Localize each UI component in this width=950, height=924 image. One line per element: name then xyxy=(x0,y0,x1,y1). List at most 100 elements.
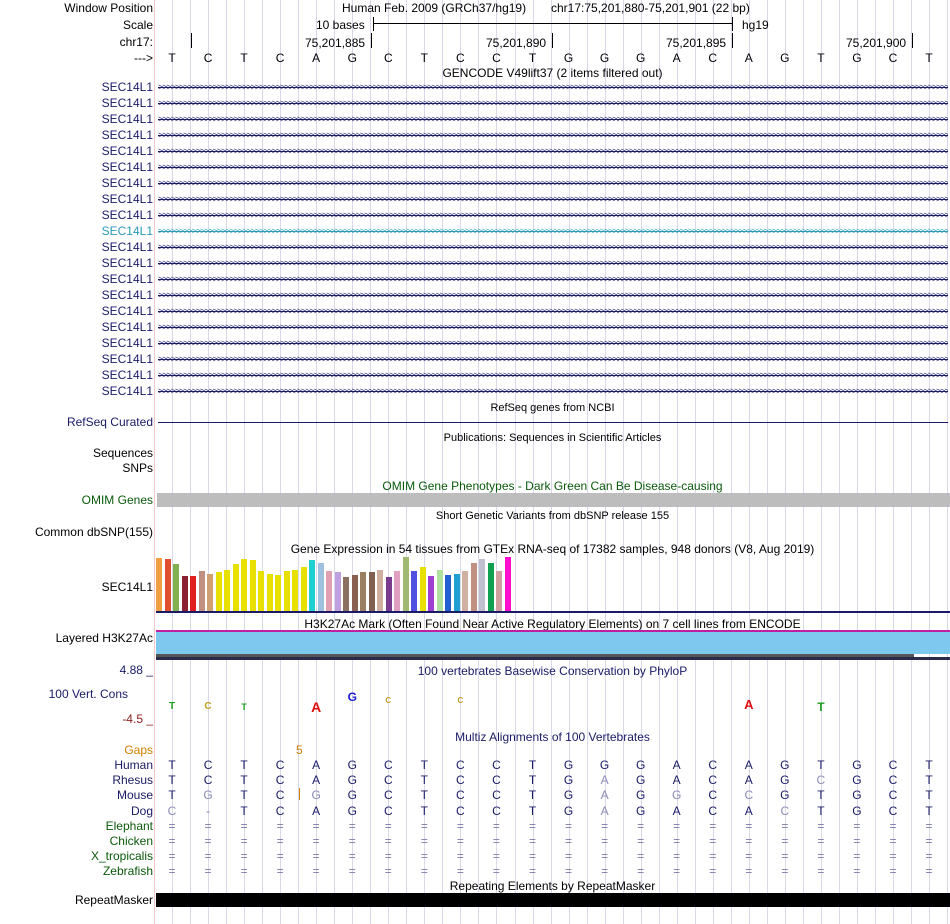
gencode-item-label[interactable]: SEC14L1 xyxy=(101,128,153,142)
gencode-item-label[interactable]: SEC14L1 xyxy=(101,336,153,350)
gtex-tissue-bar[interactable] xyxy=(300,567,307,611)
repeatmasker-feature[interactable] xyxy=(156,893,950,907)
multiz-species-label[interactable]: Dog xyxy=(130,803,153,818)
gtex-tissue-bar[interactable] xyxy=(334,572,341,611)
gencode-transcript[interactable]: >>>>>>>>>>>>>>>>>>>>>>>>>>>>>>>>>>>>>>>>… xyxy=(158,322,948,332)
gtex-tissue-bar[interactable] xyxy=(377,570,383,611)
pubs-snps-label[interactable]: SNPs xyxy=(122,461,153,475)
multiz-species-label[interactable]: Chicken xyxy=(109,834,153,848)
gtex-tissue-bar[interactable] xyxy=(275,575,281,611)
gencode-transcript[interactable]: >>>>>>>>>>>>>>>>>>>>>>>>>>>>>>>>>>>>>>>>… xyxy=(158,258,948,268)
gencode-item-label[interactable]: SEC14L1 xyxy=(101,240,153,254)
multiz-species-label[interactable]: Human xyxy=(114,758,153,772)
gencode-item-label[interactable]: SEC14L1 xyxy=(101,288,153,302)
gencode-transcript[interactable]: >>>>>>>>>>>>>>>>>>>>>>>>>>>>>>>>>>>>>>>>… xyxy=(158,98,948,108)
gtex-tissue-bar[interactable] xyxy=(453,574,460,611)
gtex-tissue-bar[interactable] xyxy=(317,563,324,611)
h3k27ac-label[interactable]: Layered H3K27Ac xyxy=(55,631,153,645)
gtex-tissue-bar[interactable] xyxy=(181,576,188,611)
gencode-item-label[interactable]: SEC14L1 xyxy=(101,320,153,334)
multiz-species-label[interactable]: X_tropicalis xyxy=(90,849,153,864)
multiz-species-label[interactable]: Mouse xyxy=(116,788,153,803)
gencode-item-label[interactable]: SEC14L1 xyxy=(101,224,153,238)
gtex-tissue-bar[interactable] xyxy=(309,560,315,611)
gencode-item-label[interactable]: SEC14L1 xyxy=(101,176,153,190)
gtex-tissue-bar[interactable] xyxy=(385,577,392,611)
gtex-label[interactable]: SEC14L1 xyxy=(101,580,153,594)
gtex-tissue-bar[interactable] xyxy=(266,574,273,611)
gencode-item-label[interactable]: SEC14L1 xyxy=(101,384,153,398)
gencode-item-label[interactable]: SEC14L1 xyxy=(101,96,153,110)
gtex-tissue-bar[interactable] xyxy=(283,571,290,611)
gtex-tissue-bar[interactable] xyxy=(232,564,239,611)
gtex-tissue-bar[interactable] xyxy=(487,563,494,611)
gencode-item-label[interactable]: SEC14L1 xyxy=(101,144,153,158)
gencode-transcript[interactable]: >>>>>>>>>>>>>>>>>>>>>>>>>>>>>>>>>>>>>>>>… xyxy=(158,146,948,156)
gtex-tissue-bar[interactable] xyxy=(326,571,332,611)
phylop-label[interactable]: 100 Vert. Cons xyxy=(48,687,128,701)
gtex-tissue-bar[interactable] xyxy=(156,558,162,611)
gtex-tissue-bar[interactable] xyxy=(368,572,375,611)
gtex-tissue-bar[interactable] xyxy=(215,572,222,611)
gencode-item-label[interactable]: SEC14L1 xyxy=(101,208,153,222)
gencode-transcript[interactable]: >>>>>>>>>>>>>>>>>>>>>>>>>>>>>>>>>>>>>>>>… xyxy=(158,386,948,396)
gtex-tissue-bar[interactable] xyxy=(419,567,426,611)
gtex-tissue-bar[interactable] xyxy=(343,577,349,611)
gtex-tissue-bar[interactable] xyxy=(360,572,366,611)
pubs-sequences-label[interactable]: Sequences xyxy=(92,446,153,460)
repeatmasker-label[interactable]: RepeatMasker xyxy=(74,893,153,907)
gencode-transcript[interactable]: >>>>>>>>>>>>>>>>>>>>>>>>>>>>>>>>>>>>>>>>… xyxy=(158,82,948,92)
gencode-transcript[interactable]: >>>>>>>>>>>>>>>>>>>>>>>>>>>>>>>>>>>>>>>>… xyxy=(158,306,948,316)
gencode-transcript[interactable]: >>>>>>>>>>>>>>>>>>>>>>>>>>>>>>>>>>>>>>>>… xyxy=(158,354,948,364)
gtex-tissue-bar[interactable] xyxy=(479,559,485,611)
gtex-tissue-bar[interactable] xyxy=(164,559,171,611)
gencode-item-label[interactable]: SEC14L1 xyxy=(101,80,153,94)
gtex-tissue-bar[interactable] xyxy=(198,571,205,611)
gtex-tissue-bar[interactable] xyxy=(394,571,400,611)
gtex-tissue-bar[interactable] xyxy=(351,575,358,611)
gencode-item-label[interactable]: SEC14L1 xyxy=(101,112,153,126)
gtex-tissue-bar[interactable] xyxy=(207,574,213,611)
gencode-transcript[interactable]: >>>>>>>>>>>>>>>>>>>>>>>>>>>>>>>>>>>>>>>>… xyxy=(158,370,948,380)
gtex-tissue-bar[interactable] xyxy=(504,557,511,611)
h3k27ac-signal-blue[interactable] xyxy=(156,632,950,654)
gtex-tissue-bar[interactable] xyxy=(190,576,196,611)
gencode-transcript[interactable]: >>>>>>>>>>>>>>>>>>>>>>>>>>>>>>>>>>>>>>>>… xyxy=(158,162,948,172)
dbsnp-label[interactable]: Common dbSNP(155) xyxy=(34,525,153,539)
gtex-tissue-bar[interactable] xyxy=(241,559,247,611)
gtex-tissue-bar[interactable] xyxy=(470,563,477,611)
gencode-transcript[interactable]: >>>>>>>>>>>>>>>>>>>>>>>>>>>>>>>>>>>>>>>>… xyxy=(158,242,948,252)
refseq-gene-line[interactable] xyxy=(158,422,948,423)
gtex-tissue-bar[interactable] xyxy=(173,564,179,611)
multiz-species-label[interactable]: Rhesus xyxy=(112,773,153,788)
gtex-tissue-bar[interactable] xyxy=(258,571,264,611)
gencode-transcript[interactable]: >>>>>>>>>>>>>>>>>>>>>>>>>>>>>>>>>>>>>>>>… xyxy=(158,194,948,204)
gencode-transcript[interactable]: >>>>>>>>>>>>>>>>>>>>>>>>>>>>>>>>>>>>>>>>… xyxy=(158,226,948,236)
gtex-tissue-bar[interactable] xyxy=(224,570,230,611)
gencode-item-label[interactable]: SEC14L1 xyxy=(101,160,153,174)
position-text[interactable]: chr17:75,201,880-75,201,901 (22 bp) xyxy=(551,1,750,15)
omim-label[interactable]: OMIM Genes xyxy=(81,493,153,507)
gencode-item-label[interactable]: SEC14L1 xyxy=(101,272,153,286)
gencode-transcript[interactable]: >>>>>>>>>>>>>>>>>>>>>>>>>>>>>>>>>>>>>>>>… xyxy=(158,178,948,188)
gtex-tissue-bar[interactable] xyxy=(402,557,409,611)
gencode-item-label[interactable]: SEC14L1 xyxy=(101,256,153,270)
multiz-species-label[interactable]: Elephant xyxy=(105,818,153,833)
gencode-item-label[interactable]: SEC14L1 xyxy=(101,304,153,318)
omim-feature-bar[interactable] xyxy=(157,493,950,507)
gtex-tissue-bar[interactable] xyxy=(249,560,256,611)
gencode-transcript[interactable]: >>>>>>>>>>>>>>>>>>>>>>>>>>>>>>>>>>>>>>>>… xyxy=(158,290,948,300)
gencode-item-label[interactable]: SEC14L1 xyxy=(101,368,153,382)
gtex-tissue-bar[interactable] xyxy=(462,571,468,611)
multiz-species-label[interactable]: Zebrafish xyxy=(102,864,153,879)
gtex-tissue-bar[interactable] xyxy=(428,576,434,611)
gencode-transcript[interactable]: >>>>>>>>>>>>>>>>>>>>>>>>>>>>>>>>>>>>>>>>… xyxy=(158,210,948,220)
gencode-item-label[interactable]: SEC14L1 xyxy=(101,352,153,366)
gencode-item-label[interactable]: SEC14L1 xyxy=(101,192,153,206)
gtex-tissue-bar[interactable] xyxy=(292,570,298,611)
gencode-transcript[interactable]: >>>>>>>>>>>>>>>>>>>>>>>>>>>>>>>>>>>>>>>>… xyxy=(158,114,948,124)
gtex-tissue-bar[interactable] xyxy=(436,570,443,611)
gtex-tissue-bar[interactable] xyxy=(411,571,417,611)
gtex-tissue-bar[interactable] xyxy=(496,571,502,611)
gencode-transcript[interactable]: >>>>>>>>>>>>>>>>>>>>>>>>>>>>>>>>>>>>>>>>… xyxy=(158,130,948,140)
